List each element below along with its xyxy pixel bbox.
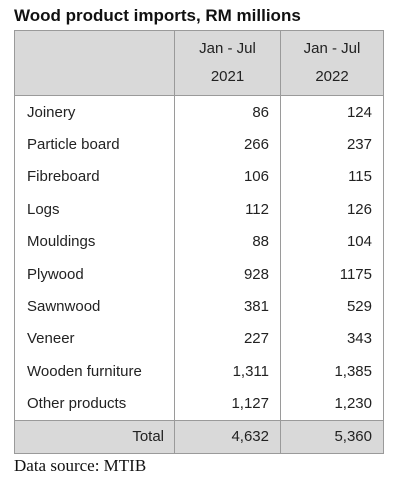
row-label: Mouldings	[15, 225, 175, 258]
table-row: Wooden furniture 1,311 1,385	[15, 355, 383, 388]
header-text: 2022	[315, 68, 349, 85]
table-cell: 1,385	[334, 362, 372, 380]
total-cell: 4,632	[175, 420, 281, 453]
table-cell: 237	[346, 136, 372, 154]
header-cell	[15, 31, 175, 95]
row-label: Joinery	[15, 96, 175, 129]
source-note: Data source: MTIB	[14, 456, 147, 475]
row-label: Veneer	[15, 322, 175, 356]
table-row: Particle board 266 237	[15, 128, 383, 161]
row-label: Wooden furniture	[15, 355, 175, 388]
table-body: Joinery 86 124 Particle board 266 237 Fibreboa…	[15, 96, 383, 420]
table-cell: 106	[175, 160, 281, 194]
total-row: Total 4,632 5,360	[15, 419, 383, 453]
table-cell: 115	[348, 168, 372, 186]
row-label: Fibreboard	[15, 160, 175, 194]
row-label: Particle board	[15, 128, 175, 161]
table-row: Other products 1,127 1,230	[15, 387, 383, 420]
table-cell: 266	[175, 128, 281, 161]
table-cell: 1,230	[334, 395, 372, 413]
table-cell: 1,127	[175, 387, 281, 420]
table-row: Logs 112 126	[15, 193, 383, 226]
table-cell: 529	[346, 298, 372, 316]
table-cell: 227	[175, 322, 281, 356]
title: Wood product imports, RM millions	[14, 6, 301, 25]
row-label: Other products	[15, 387, 175, 420]
row-label: Logs	[15, 193, 175, 226]
table-row: Mouldings 88 104	[15, 225, 383, 258]
table-cell: 1175	[339, 265, 372, 283]
table-row: Fibreboard 106 115	[15, 160, 383, 194]
table: Jan - Jul 2021 Jan - Jul 2022 Joinery 86 1…	[14, 30, 384, 454]
header-text: Jan - Jul	[303, 40, 361, 57]
header-cell: Jan - Jul 2022	[281, 31, 383, 95]
header-text: Jan - Jul	[199, 40, 256, 57]
table-cell: 1,311	[175, 355, 281, 388]
table-cell: 928	[175, 257, 281, 291]
table-cell: 124	[346, 103, 372, 121]
table-row: Veneer 227 343	[15, 322, 383, 356]
table-cell: 88	[175, 225, 281, 258]
total-cell: 5,360	[334, 428, 372, 446]
row-label: Sawnwood	[15, 290, 175, 323]
table-cell: 343	[346, 330, 372, 348]
row-label: Plywood	[15, 257, 175, 291]
table-cell: 104	[346, 233, 372, 251]
table-cell: 381	[175, 290, 281, 323]
header-text: 2021	[210, 68, 245, 85]
table-cell: 112	[175, 193, 281, 226]
total-label: Total	[15, 420, 175, 453]
table-cell: 126	[346, 200, 372, 218]
header-row: Jan - Jul 2021 Jan - Jul 2022	[15, 31, 383, 96]
table-row: Joinery 86 124	[15, 96, 383, 129]
table-row: Plywood 928 1175	[15, 257, 383, 291]
table-row: Sawnwood 381 529	[15, 290, 383, 323]
table-cell: 86	[175, 96, 281, 129]
header-cell: Jan - Jul 2021	[175, 31, 281, 95]
